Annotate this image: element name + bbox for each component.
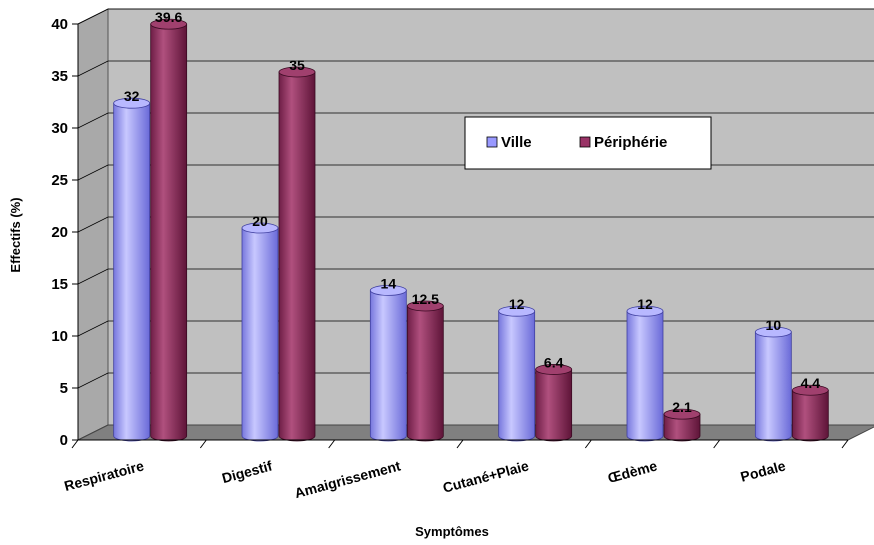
legend-swatch xyxy=(579,136,591,148)
bars: 32 39.6 20 35 14 12.5 12 6.4 12 2.1 10 4.4 xyxy=(113,9,829,442)
data-label: 12 xyxy=(637,296,653,312)
x-tick-mark xyxy=(199,439,207,449)
bar-ville xyxy=(498,305,536,442)
bar-top xyxy=(150,18,188,30)
bar-body xyxy=(150,23,188,442)
bar-body xyxy=(791,389,829,442)
y-tick-label: 5 xyxy=(60,380,68,397)
floor xyxy=(77,424,874,441)
bar-peripherie xyxy=(150,18,188,442)
bar-ville xyxy=(626,305,664,442)
bar-top xyxy=(498,305,536,317)
bar-body xyxy=(406,305,444,442)
x-tick-mark xyxy=(584,439,592,449)
x-tick-label: Respiratoire xyxy=(62,457,145,494)
x-tick-label: Amaigrissement xyxy=(293,457,403,501)
bar-body xyxy=(241,227,279,442)
y-axis: 0 5 10 15 20 25 30 35 40 xyxy=(51,16,79,449)
bar-top xyxy=(626,305,664,317)
x-tick-label: Œdème xyxy=(606,457,659,486)
data-label: 39.6 xyxy=(155,9,182,25)
data-label: 4.4 xyxy=(801,375,821,391)
data-label: 20 xyxy=(252,213,268,229)
x-tick-mark xyxy=(841,439,849,449)
bar-top xyxy=(663,408,701,420)
y-tick-label: 25 xyxy=(51,172,68,189)
y-axis-title: Effectifs (%) xyxy=(8,197,23,272)
bar-ville xyxy=(241,222,279,442)
data-label: 10 xyxy=(766,317,782,333)
x-tick-mark xyxy=(713,439,721,449)
gridline xyxy=(77,60,874,77)
bar-body xyxy=(754,331,792,442)
bar-ville xyxy=(113,97,151,442)
bar-top xyxy=(113,97,151,109)
x-tick-mark xyxy=(71,439,79,449)
gridline xyxy=(77,372,874,389)
bar-ville xyxy=(369,284,407,442)
y-tick-label: 20 xyxy=(51,224,68,241)
bar-body xyxy=(369,290,407,442)
bar-body xyxy=(498,310,536,442)
x-tick-label: Podale xyxy=(739,457,788,484)
bar-top xyxy=(535,364,573,375)
y-tick-label: 35 xyxy=(51,68,68,85)
bar-body xyxy=(278,71,316,442)
bar-peripherie xyxy=(406,300,444,442)
bar-peripherie xyxy=(535,364,573,442)
gridline xyxy=(77,216,874,233)
data-label: 35 xyxy=(289,57,305,73)
bar-top xyxy=(241,222,279,234)
legend: Ville Périphérie xyxy=(464,116,712,170)
y-tick-label: 30 xyxy=(51,120,68,137)
data-label: 2.1 xyxy=(672,399,692,415)
bar-body xyxy=(626,310,664,442)
data-label: 6.4 xyxy=(544,354,564,370)
legend-label: Ville xyxy=(501,134,532,151)
bar-top xyxy=(278,66,316,78)
y-tick-label: 40 xyxy=(51,16,68,33)
bar-peripherie xyxy=(278,66,316,442)
y-tick-label: 10 xyxy=(51,328,68,345)
bar-top xyxy=(369,284,407,296)
data-label: 14 xyxy=(381,275,397,291)
data-label: 12.5 xyxy=(412,291,439,307)
x-tick-label: Digestif xyxy=(220,457,274,486)
gridline xyxy=(77,8,874,25)
x-tick-mark xyxy=(456,439,464,449)
x-tick-mark xyxy=(328,439,336,449)
legend-swatch xyxy=(486,136,498,148)
bar-peripherie xyxy=(663,408,701,442)
plot-walls xyxy=(77,8,874,441)
y-tick-label: 15 xyxy=(51,276,68,293)
legend-label: Périphérie xyxy=(594,134,667,151)
bar-top xyxy=(406,300,444,312)
bar-top xyxy=(754,326,792,338)
bar-ville xyxy=(754,326,792,442)
bar-body xyxy=(663,413,701,442)
data-label: 32 xyxy=(124,88,140,104)
gridline xyxy=(77,112,874,129)
bar-peripherie xyxy=(791,384,829,442)
data-label: 12 xyxy=(509,296,525,312)
gridline xyxy=(77,320,874,337)
y-tick-label: 0 xyxy=(60,432,68,449)
gridline xyxy=(77,268,874,285)
x-tick-label: Cutané+Plaie xyxy=(441,457,531,495)
x-axis-title: Symptômes xyxy=(415,524,489,539)
bar-body xyxy=(535,369,573,442)
bar-top xyxy=(791,384,829,396)
x-axis: Respiratoire Digestif Amaigrissement Cutané… xyxy=(62,439,849,501)
bar-body xyxy=(113,102,151,442)
